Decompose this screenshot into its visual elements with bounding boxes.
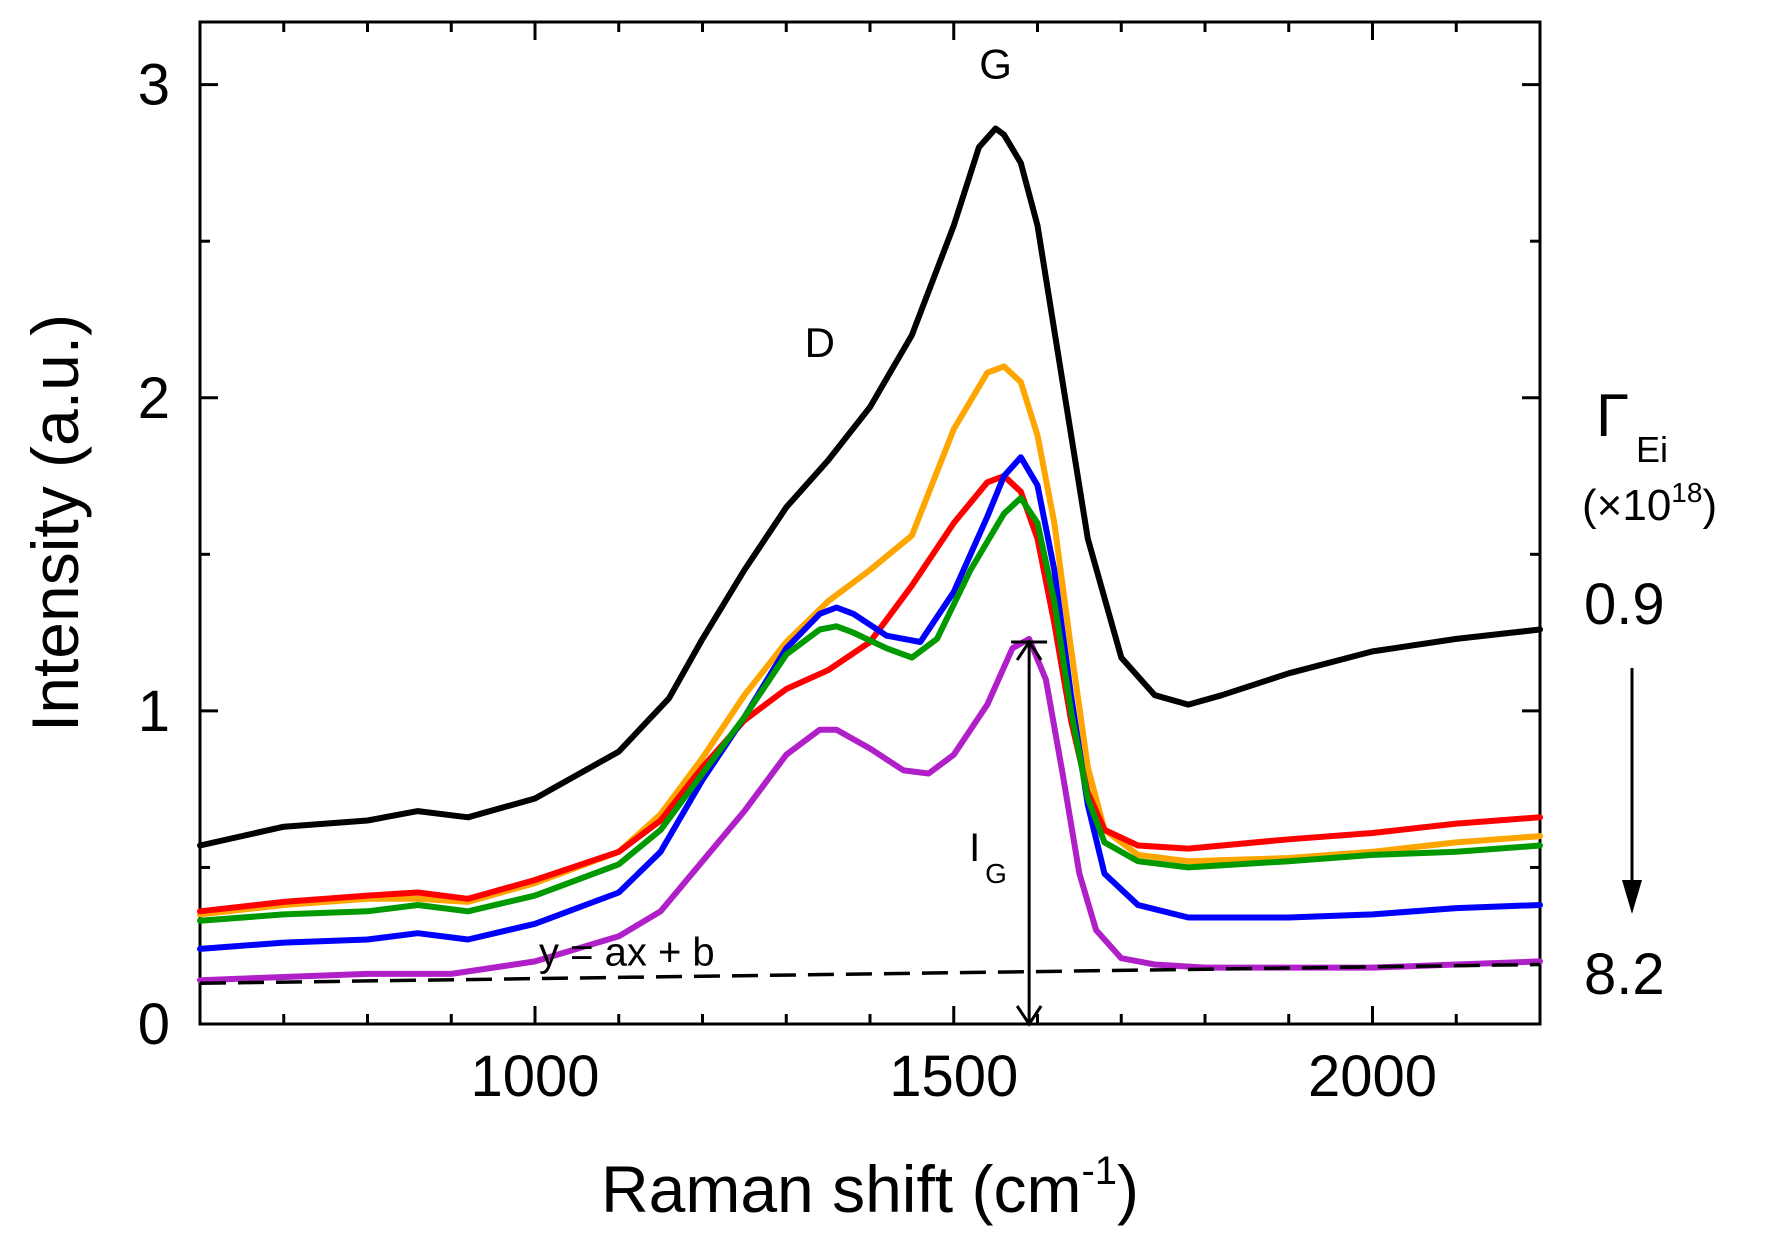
legend-unit-prefix: (×10	[1582, 481, 1671, 530]
x-axis-title-superscript: -1	[1081, 1149, 1117, 1193]
ig-label-subscript: G	[985, 858, 1007, 889]
x-axis-title: Raman shift (cm-1)	[601, 1149, 1139, 1226]
y-tick-label: 1	[138, 679, 170, 744]
baseline-label: y = ax + b	[539, 931, 715, 975]
legend-unit-suffix: )	[1702, 481, 1717, 530]
series-line-4	[197, 454, 1543, 952]
ig-arrow-top-head	[1015, 639, 1043, 661]
axis-ticks: 1000 1500 2000 0 1 2 3	[138, 22, 1542, 1109]
legend-top-value: 0.9	[1584, 572, 1665, 637]
series-line-3	[197, 473, 1543, 915]
baseline-dashed-line	[199, 962, 1541, 986]
series-line-1	[197, 125, 1543, 849]
legend-bottom-value: 8.2	[1584, 942, 1665, 1007]
x-axis-title-main: Raman shift (cm	[601, 1152, 1081, 1226]
series-line-5	[197, 495, 1543, 924]
x-axis-title-close: )	[1117, 1152, 1139, 1226]
y-tick-label: 0	[138, 992, 170, 1057]
legend-gamma-subscript: Ei	[1636, 429, 1668, 470]
y-axis-title: Intensity (a.u.)	[18, 314, 92, 732]
plot-frame	[198, 20, 1542, 1026]
ig-label: I	[969, 826, 980, 870]
series-group	[197, 125, 1543, 984]
x-tick-label: 1000	[470, 1044, 599, 1109]
x-tick-label: 2000	[1308, 1044, 1437, 1109]
x-tick-label: 1500	[889, 1044, 1018, 1109]
y-tick-label: 3	[138, 53, 170, 118]
series-line-6	[197, 635, 1543, 984]
legend-gamma-unit: (×1018)	[1582, 477, 1717, 530]
peak-label-g: G	[979, 40, 1012, 87]
peak-label-d: D	[805, 319, 835, 366]
legend-unit-superscript: 18	[1671, 477, 1702, 508]
legend-gamma-symbol: Γ	[1596, 382, 1629, 449]
legend-arrow-head	[1622, 880, 1642, 914]
legend-gamma: Γ Ei (×1018) 0.9 8.2	[1582, 382, 1717, 1007]
y-tick-label: 2	[138, 366, 170, 431]
ig-arrow-bottom-head	[1015, 1005, 1043, 1027]
